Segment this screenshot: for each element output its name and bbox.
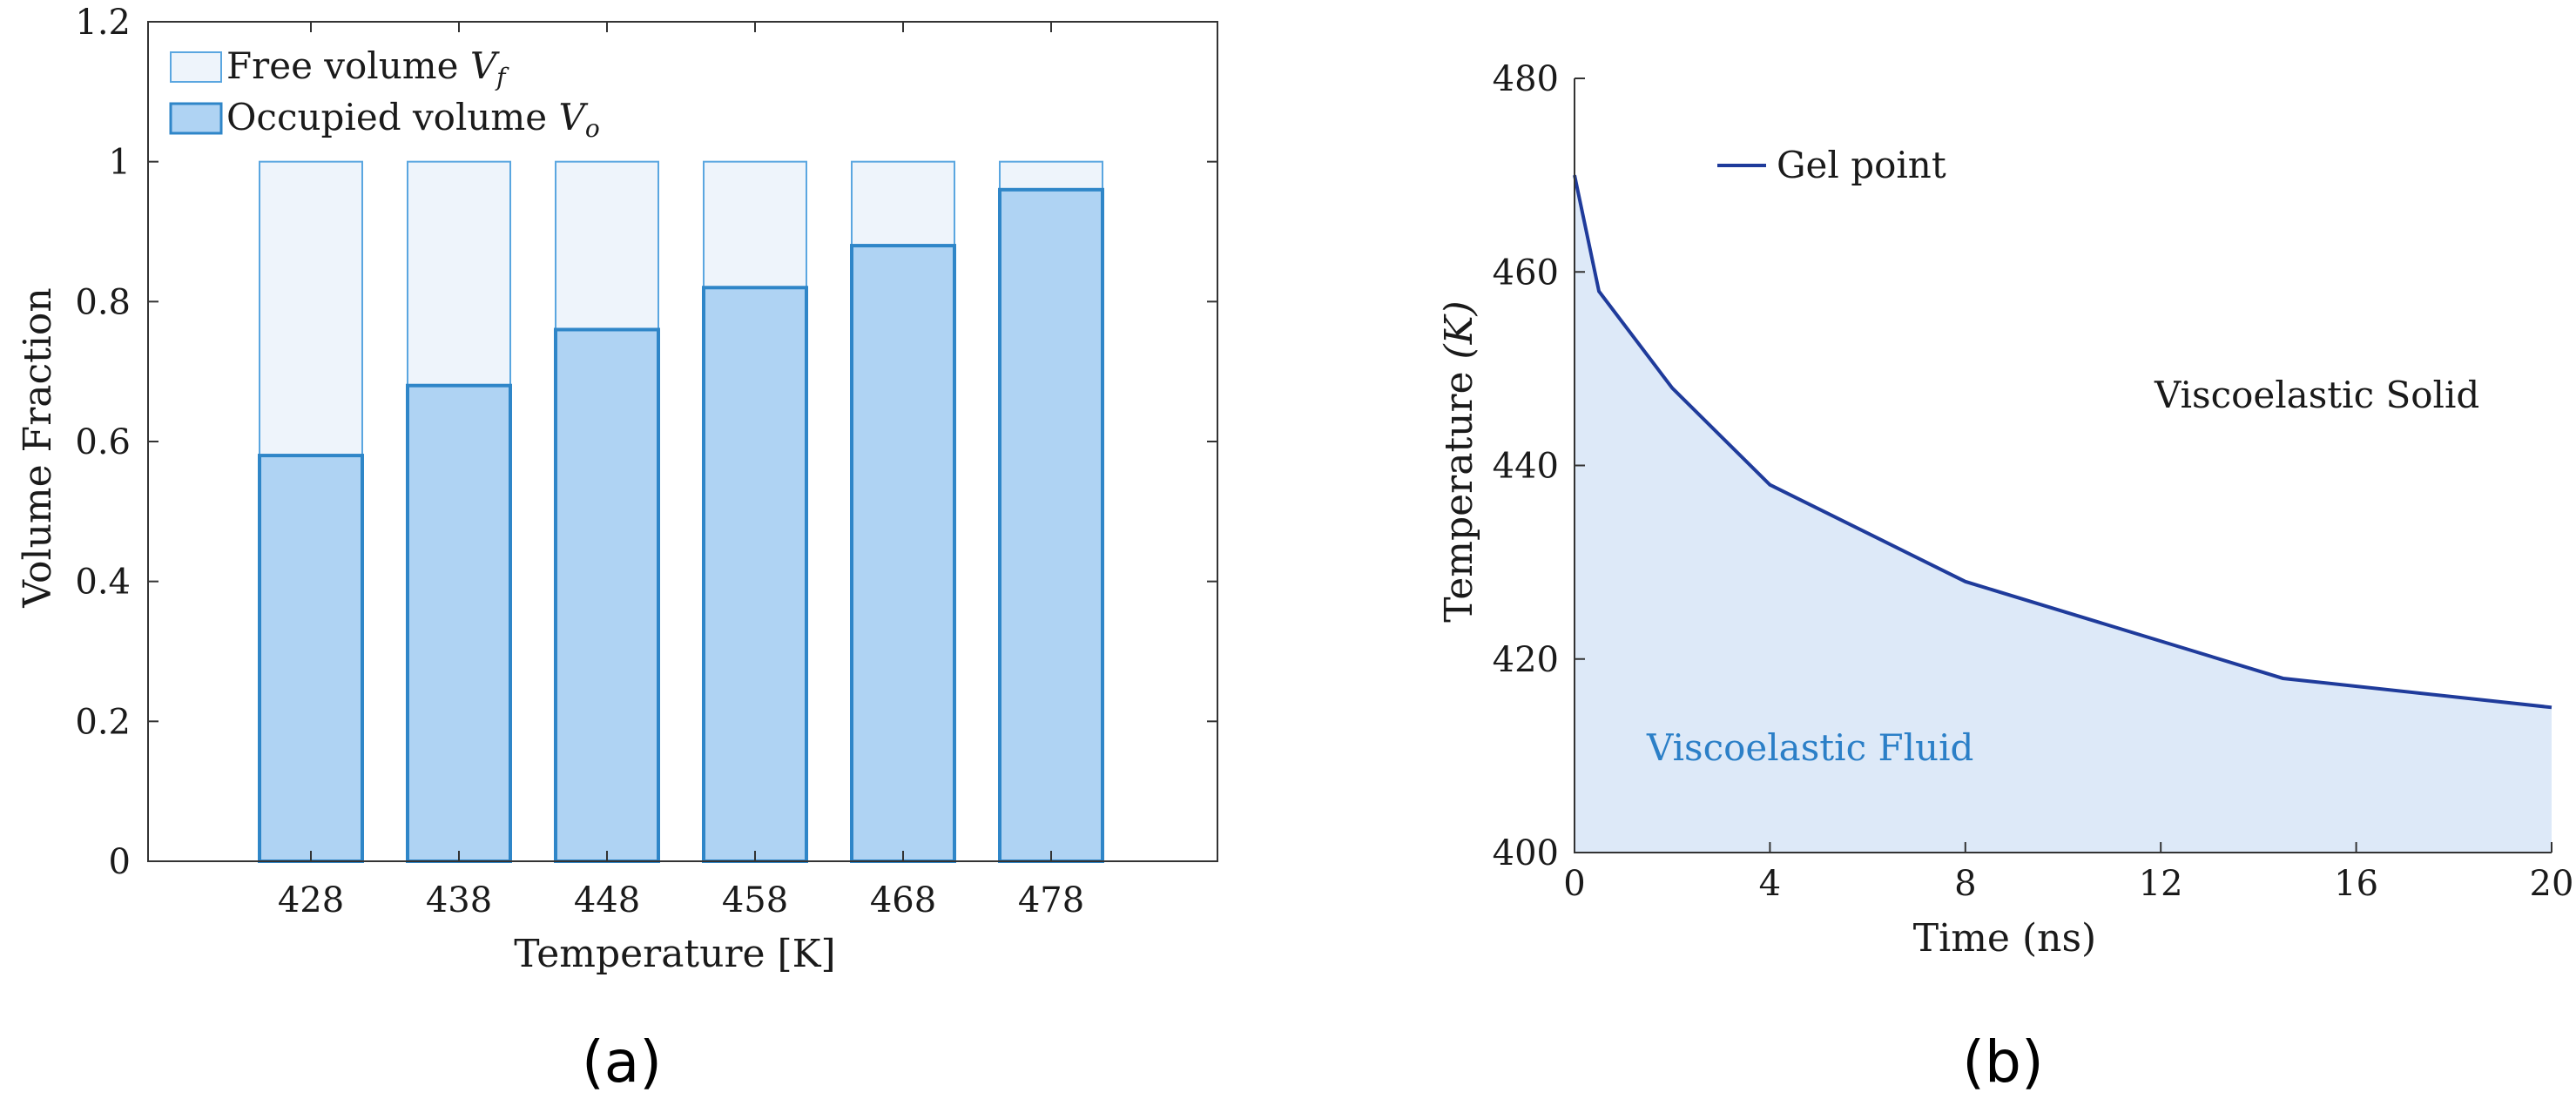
caption-b: (b)	[1962, 1028, 2043, 1096]
legend-label-gel-point: Gel point	[1777, 144, 1946, 186]
x-tick-label: 8	[1954, 864, 1976, 904]
gel-point-curve	[1573, 174, 2552, 710]
bar-free-volume	[407, 160, 511, 387]
x-tick-label: 4	[1759, 864, 1781, 904]
bar-free-volume	[851, 160, 955, 247]
stacked-bars	[258, 160, 1104, 864]
y-tick-label: 480	[1493, 59, 1559, 99]
x-tick-label: 20	[2530, 864, 2574, 904]
bar-occupied-volume	[258, 454, 364, 863]
y-tick-label: 400	[1493, 833, 1559, 873]
bar-occupied-volume	[554, 327, 660, 863]
caption-a: (a)	[582, 1028, 662, 1096]
y-tick-label: 0.6	[75, 422, 131, 462]
bar-occupied-volume	[406, 383, 512, 863]
y-tick-label: 0	[109, 842, 131, 882]
y-tick-label: 440	[1493, 447, 1559, 487]
x-tick-label: 12	[2139, 864, 2183, 904]
viscoelastic-solid-label: Viscoelastic Solid	[2154, 374, 2479, 416]
x-axis-ticks: 428 438 448 458 468 478	[278, 22, 1084, 920]
legend-label-occupied: Occupied volume Vo	[226, 96, 600, 143]
x-axis-label: Temperature [K]	[514, 932, 835, 976]
legend: Gel point	[1717, 144, 1946, 186]
y-tick-label: 0.8	[75, 282, 131, 322]
legend: Free volume Vf Occupied volume Vo	[169, 44, 600, 143]
viscoelastic-fluid-region	[1575, 175, 2552, 853]
x-tick-label: 428	[278, 880, 344, 920]
x-tick-label: 478	[1018, 880, 1084, 920]
bar-free-volume	[555, 160, 659, 331]
y-tick-label: 1	[109, 143, 131, 183]
x-tick-label: 448	[574, 880, 640, 920]
y-axis-label: Temperature (K)	[1437, 300, 1481, 622]
y-tick-label: 1.2	[75, 3, 131, 43]
legend-swatch-free	[170, 51, 222, 83]
y-axis-ticks: 0 0.2 0.4 0.6 0.8 1 1.2	[75, 3, 1217, 882]
y-tick-label: 0.4	[75, 563, 131, 603]
y-axis-ticks: 400 420 440 460 480	[1493, 59, 1585, 873]
bar-occupied-volume	[998, 187, 1104, 864]
x-axis-ticks: 0 4 8 12 16 20	[1563, 842, 2573, 904]
x-tick-label: 0	[1563, 864, 1585, 904]
x-tick-label: 458	[722, 880, 788, 920]
panel-b: 400 420 440 460 480 0 4 8 12 16 20 Temperature (K…	[1437, 59, 2573, 1096]
x-tick-label: 16	[2334, 864, 2378, 904]
y-tick-label: 420	[1493, 640, 1559, 680]
legend-label-free: Free volume Vf	[226, 44, 509, 91]
panel-a: 0 0.2 0.4 0.6 0.8 1 1.2 428 438 448 458 468 478 Vol…	[16, 3, 1218, 1096]
bar-occupied-volume	[702, 286, 808, 863]
y-tick-label: 0.2	[75, 702, 131, 742]
bar-free-volume	[703, 160, 807, 289]
y-tick-label: 460	[1493, 253, 1559, 293]
viscoelastic-fluid-label: Viscoelastic Fluid	[1646, 726, 1973, 769]
bar-free-volume	[259, 160, 363, 457]
x-tick-label: 468	[870, 880, 936, 920]
legend-swatch-occupied	[169, 102, 223, 135]
x-tick-label: 438	[426, 880, 492, 920]
y-axis-label: Volume Fraction	[16, 287, 60, 608]
x-axis-label: Time (ns)	[1913, 916, 2096, 961]
bar-free-volume	[999, 160, 1103, 191]
bar-occupied-volume	[850, 244, 956, 864]
